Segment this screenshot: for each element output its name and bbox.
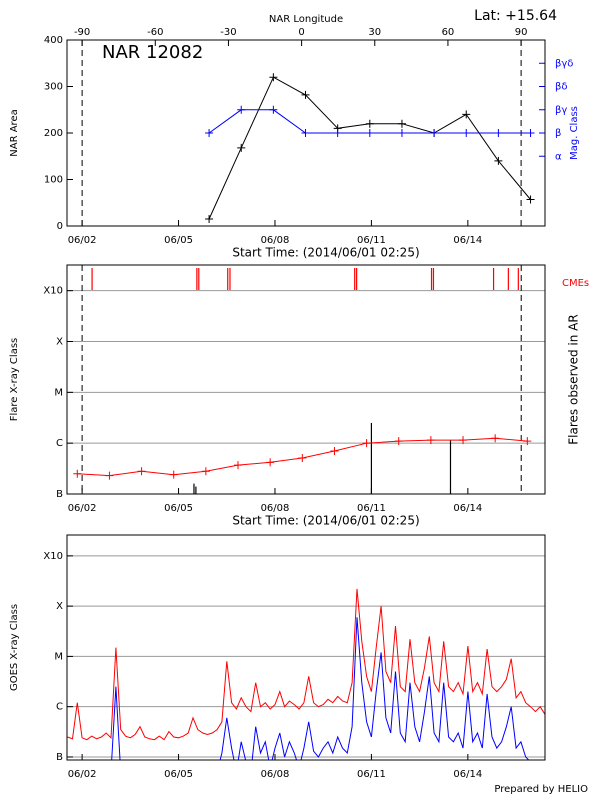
point-marker (494, 156, 503, 165)
point-marker (430, 129, 439, 137)
y2-tick-label: βγ (555, 105, 567, 116)
x-tick-label: 06/02 (68, 235, 97, 246)
x2-tick-label: 30 (368, 27, 381, 38)
point-marker (269, 73, 278, 82)
y-tick-label: X10 (43, 551, 63, 562)
x-tick-label: 06/11 (357, 769, 386, 780)
point-marker (330, 447, 339, 456)
x-tick-label: 06/02 (68, 769, 97, 780)
point-marker (426, 436, 435, 445)
y-tick-label: B (56, 752, 63, 763)
point-marker (298, 454, 307, 463)
x-tick-label: 06/14 (453, 769, 482, 780)
point-marker (526, 195, 535, 204)
x-tick-label: 06/08 (261, 235, 290, 246)
x2-tick-label: -90 (74, 27, 90, 38)
point-marker (237, 143, 246, 152)
footer: Prepared by HELIO (494, 784, 588, 795)
point-marker (73, 469, 82, 478)
cme-label: CMEs (562, 278, 589, 289)
point-marker (491, 434, 500, 443)
y-tick-label: C (56, 438, 63, 449)
point-marker (397, 119, 406, 128)
point-marker (269, 105, 278, 114)
point-marker (523, 437, 532, 446)
point-marker (526, 129, 535, 137)
x-tick-label: 06/14 (453, 503, 482, 514)
point-marker (462, 110, 471, 119)
point-marker (234, 461, 243, 470)
x2-tick-label: -60 (147, 27, 163, 38)
y-tick-label: X (56, 337, 63, 348)
point-marker (301, 129, 310, 137)
point-marker (462, 129, 471, 137)
point-marker (266, 458, 275, 467)
x2-axis-label: NAR Longitude (269, 14, 343, 25)
latitude-label: Lat: +15.64 (474, 8, 557, 24)
point-marker (362, 439, 371, 448)
plot-frame (66, 264, 546, 495)
point-marker (397, 129, 406, 137)
y-axis-label: GOES X-ray Class (9, 604, 20, 691)
series-line (111, 617, 530, 760)
series-line (67, 588, 545, 741)
y-tick-label: X (56, 601, 63, 612)
x-tick-label: 06/11 (357, 503, 386, 514)
point-marker (365, 129, 374, 137)
x2-tick-label: 90 (515, 27, 528, 38)
x-axis-label: Start Time: (2014/06/01 02:25) (232, 514, 419, 528)
y2-axis-label: Flares observed in AR (567, 314, 581, 444)
x2-tick-label: 0 (298, 27, 304, 38)
y-axis-label: Flare X-ray Class (9, 338, 20, 422)
y-tick-label: B (56, 489, 63, 500)
y-tick-label: 300 (44, 82, 63, 93)
point-marker (394, 437, 403, 446)
point-marker (105, 471, 114, 480)
x-axis-label: Start Time: (2014/06/01 02:25) (232, 246, 419, 260)
y2-tick-label: α (555, 151, 562, 162)
y2-tick-label: β (555, 128, 561, 139)
point-marker (459, 436, 468, 445)
y-tick-label: M (54, 651, 63, 662)
point-marker (301, 90, 310, 99)
x2-tick-label: 60 (442, 27, 455, 38)
point-marker (137, 467, 146, 476)
y-tick-label: 200 (44, 128, 63, 139)
y-tick-label: 400 (44, 35, 63, 46)
y-axis-label: NAR Area (9, 109, 20, 156)
y-tick-label: X10 (43, 286, 63, 297)
y2-tick-label: βδ (555, 82, 568, 93)
region-label: NAR 12082 (102, 42, 203, 63)
point-marker (365, 119, 374, 128)
point-marker (169, 470, 178, 479)
point-marker (205, 215, 214, 224)
point-marker (201, 467, 210, 476)
y2-axis-label: Mag. Class (569, 106, 580, 160)
y-tick-label: M (54, 387, 63, 398)
point-marker (205, 129, 214, 137)
y2-tick-label: βγδ (555, 58, 573, 69)
x-tick-label: 06/05 (164, 503, 193, 514)
x-tick-label: 06/02 (68, 503, 97, 514)
plot-frame (66, 534, 546, 761)
plot-frame (66, 39, 546, 227)
x-tick-label: 06/05 (164, 235, 193, 246)
x-tick-label: 06/08 (261, 503, 290, 514)
x-tick-label: 06/14 (453, 235, 482, 246)
point-marker (333, 129, 342, 137)
x-tick-label: 06/05 (164, 769, 193, 780)
point-marker (237, 105, 246, 114)
y-tick-label: 0 (57, 221, 63, 232)
y-tick-label: C (56, 702, 63, 713)
x2-tick-label: -30 (220, 27, 236, 38)
y-tick-label: 100 (44, 175, 63, 186)
x-tick-label: 06/08 (261, 769, 290, 780)
x-tick-label: 06/11 (357, 235, 386, 246)
point-marker (494, 129, 503, 137)
